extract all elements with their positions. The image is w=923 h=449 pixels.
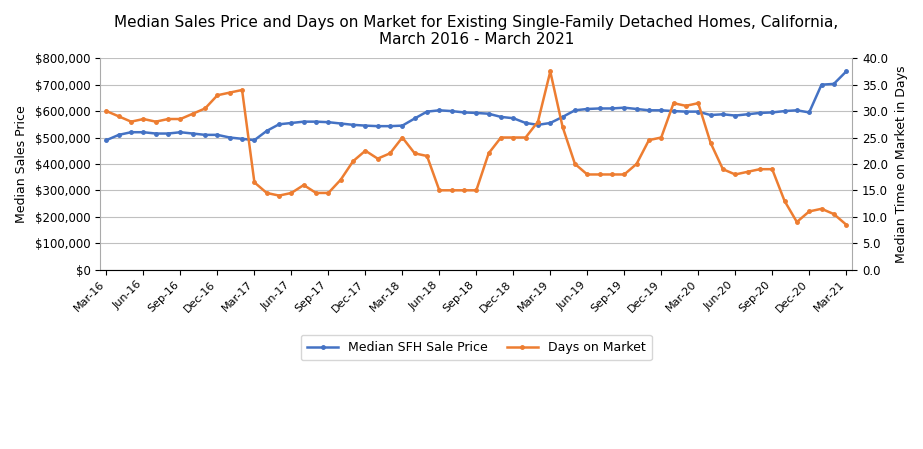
Days on Market <box>360 148 371 154</box>
Line: Median SFH Sale Price: Median SFH Sale Price <box>104 70 848 142</box>
Y-axis label: Median Time on Market in Days: Median Time on Market in Days <box>895 65 908 263</box>
Median SFH Sale Price <box>742 111 753 117</box>
Days on Market <box>273 193 284 198</box>
Median SFH Sale Price <box>101 137 112 143</box>
Line: Days on Market: Days on Market <box>104 70 848 226</box>
Median SFH Sale Price <box>841 69 852 74</box>
Median SFH Sale Price <box>496 114 507 119</box>
Days on Market <box>557 124 569 130</box>
Title: Median Sales Price and Days on Market for Existing Single-Family Detached Homes,: Median Sales Price and Days on Market fo… <box>114 15 838 48</box>
Y-axis label: Median Sales Price: Median Sales Price <box>15 105 28 223</box>
Median SFH Sale Price <box>273 122 284 127</box>
Median SFH Sale Price <box>249 137 260 143</box>
Legend: Median SFH Sale Price, Days on Market: Median SFH Sale Price, Days on Market <box>301 335 652 361</box>
Days on Market <box>545 69 556 74</box>
Days on Market <box>841 222 852 227</box>
Median SFH Sale Price <box>545 120 556 126</box>
Days on Market <box>249 180 260 185</box>
Days on Market <box>754 167 765 172</box>
Days on Market <box>101 108 112 114</box>
Median SFH Sale Price <box>360 123 371 128</box>
Days on Market <box>496 135 507 140</box>
